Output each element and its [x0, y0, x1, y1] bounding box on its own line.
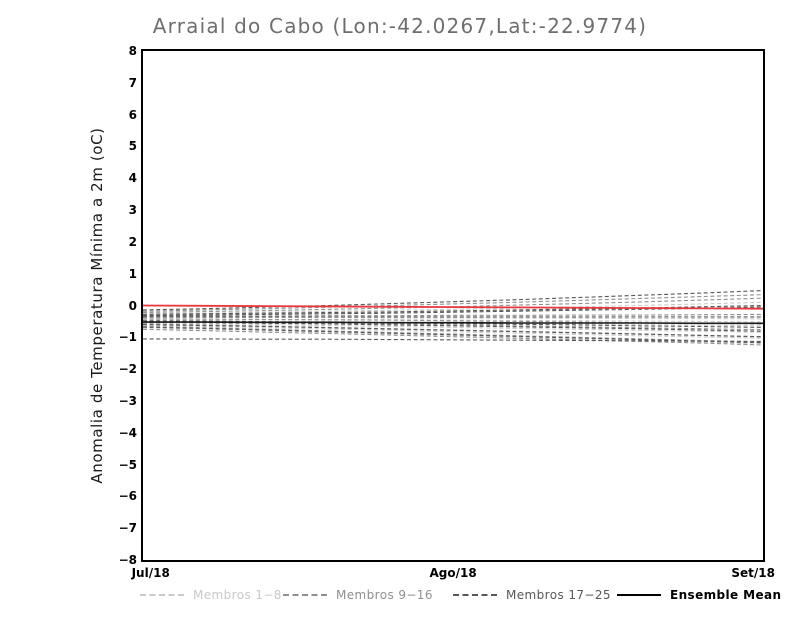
member-line — [143, 324, 763, 339]
member-line — [143, 325, 763, 343]
legend-item[interactable]: Membros 1−8 — [140, 586, 282, 604]
y-axis-tick-label: 0 — [128, 298, 137, 313]
member-line — [143, 324, 763, 338]
member-line — [143, 338, 763, 343]
x-axis-tick-label: Jul/18 — [131, 566, 170, 580]
solid-line-icon — [617, 594, 661, 596]
y-axis-tick-label: −2 — [118, 362, 137, 377]
y-axis-tick-label: −4 — [118, 425, 137, 440]
dashed-line-icon — [453, 594, 497, 596]
y-axis-tick-label: −5 — [118, 457, 137, 472]
y-axis-tick-label: 5 — [128, 139, 137, 154]
member-line — [143, 319, 763, 327]
dashed-line-icon — [140, 594, 184, 596]
legend-label: Membros 17−25 — [506, 588, 611, 602]
plot-lines — [143, 290, 763, 346]
plot-area — [141, 49, 765, 562]
legend-item[interactable]: Ensemble Mean — [617, 586, 781, 604]
member-line — [143, 318, 763, 323]
y-axis-tick-label: −1 — [118, 330, 137, 345]
y-axis-tick-label: 8 — [128, 44, 137, 58]
legend-label: Membros 9−16 — [336, 588, 433, 602]
y-axis-tick-label: 2 — [128, 234, 137, 249]
y-axis-tick-label: 3 — [128, 203, 137, 218]
legend-item[interactable]: Membros 9−16 — [283, 586, 433, 604]
member-line — [143, 320, 763, 331]
y-axis-tick-label: 6 — [128, 107, 137, 122]
page-title: Arraial do Cabo (Lon:-42.0267,Lat:-22.97… — [152, 14, 648, 38]
member-line — [143, 321, 763, 332]
dashed-line-icon — [283, 594, 327, 596]
member-line — [143, 327, 763, 344]
x-axis-tick-label: Set/18 — [731, 566, 775, 580]
member-line — [143, 326, 763, 344]
member-line — [143, 317, 763, 320]
y-axis-tick-label: −6 — [118, 489, 137, 504]
y-axis-tick-label: −3 — [118, 393, 137, 408]
y-axis-tick-label: −8 — [118, 553, 137, 567]
member-line — [143, 290, 763, 311]
chart-legend: Membros 1−8 Membros 9−16 Membros 17−25 Ense… — [0, 586, 800, 606]
y-axis-tick-label: 4 — [128, 171, 137, 186]
ensemble-mean-line — [143, 321, 763, 325]
x-axis-tick-label: Ago/18 — [429, 566, 477, 580]
reference-line — [143, 304, 763, 310]
member-line — [143, 297, 763, 314]
legend-label: Ensemble Mean — [670, 588, 782, 602]
y-axis-tick-label: 1 — [128, 266, 137, 281]
member-line — [143, 294, 763, 312]
member-line — [143, 322, 763, 333]
member-line — [143, 328, 763, 346]
legend-item[interactable]: Membros 17−25 — [453, 586, 611, 604]
member-line — [143, 301, 763, 315]
member-line — [143, 313, 763, 317]
y-axis-tick-label: −7 — [118, 521, 137, 536]
y-axis-tick-label: 7 — [128, 75, 137, 90]
legend-label: Membros 1−8 — [193, 588, 282, 602]
member-line — [143, 320, 763, 328]
